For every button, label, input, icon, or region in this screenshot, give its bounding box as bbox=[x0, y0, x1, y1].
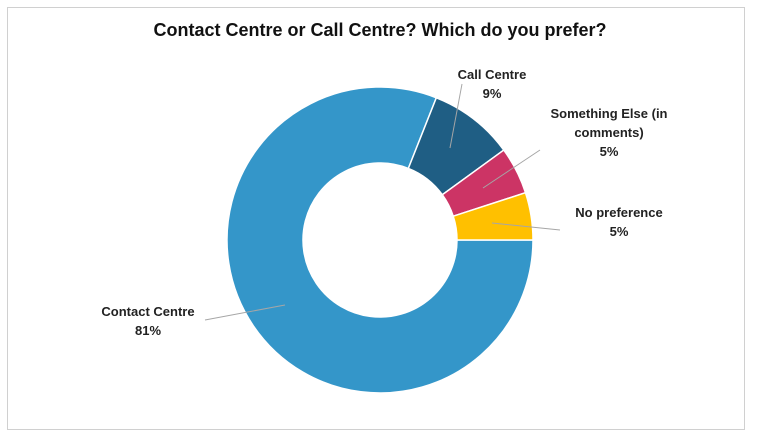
value-label: 9% bbox=[482, 86, 502, 101]
leader-line bbox=[449, 83, 463, 149]
donut-slice bbox=[226, 86, 534, 394]
value-label: 5% bbox=[599, 144, 619, 159]
leader-line bbox=[482, 149, 541, 189]
category-label: No preference bbox=[575, 205, 663, 220]
leader-line bbox=[491, 222, 561, 231]
data-label: Call Centre 9% bbox=[437, 65, 547, 103]
chart-title: Contact Centre or Call Centre? Which do … bbox=[153, 20, 607, 40]
category-label: Something Else (in comments) bbox=[550, 106, 668, 140]
value-label: 5% bbox=[609, 224, 629, 239]
category-label: Call Centre bbox=[457, 67, 527, 82]
leader-line bbox=[204, 304, 286, 321]
data-label: No preference 5% bbox=[559, 203, 679, 241]
donut-slice bbox=[452, 191, 534, 241]
data-label: Contact Centre 81% bbox=[78, 302, 218, 340]
category-label: Contact Centre bbox=[101, 304, 195, 319]
value-label: 81% bbox=[134, 323, 162, 338]
data-label: Something Else (in comments) 5% bbox=[539, 104, 679, 161]
